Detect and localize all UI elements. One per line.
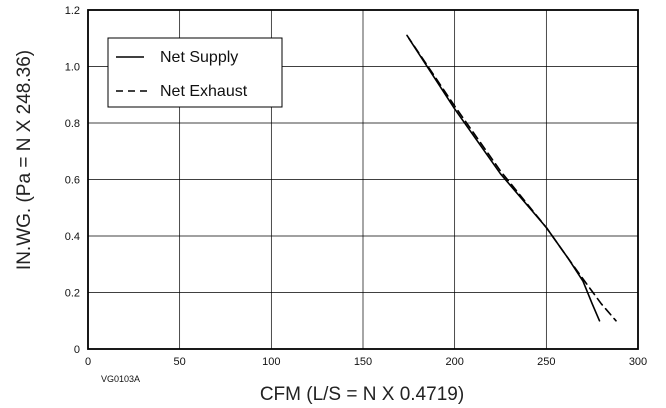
- x-tick-label: 200: [445, 356, 463, 368]
- plot-frame: [87, 9, 639, 350]
- x-tick-label: 50: [174, 356, 186, 368]
- x-tick-label: 250: [537, 356, 555, 368]
- x-tick-label: 300: [629, 356, 647, 368]
- y-tick-label: 0.4: [65, 231, 80, 243]
- y-tick-label: 0: [74, 344, 80, 356]
- legend-box: [107, 37, 283, 108]
- y-axis-title: IN.WG. (Pa = N X 248.36): [14, 50, 35, 270]
- x-axis-title: CFM (L/S = N X 0.4719): [260, 384, 464, 405]
- y-tick-label: 1.2: [65, 5, 80, 17]
- y-tick-label: 1.0: [65, 62, 80, 74]
- legend-label-net-supply: Net Supply: [160, 49, 238, 66]
- tick-labels: 0 50 100 150 200 250 300 0 0.2 0.4 0.6 0.8 1.0 1.2: [65, 5, 647, 368]
- x-tick-label: 100: [262, 356, 280, 368]
- legend-label-net-exhaust: Net Exhaust: [160, 83, 248, 100]
- y-tick-label: 0.6: [65, 175, 80, 187]
- x-tick-label: 150: [354, 356, 372, 368]
- series-line-net-exhaust: [406, 34, 617, 322]
- figure-code: VG0103A: [101, 374, 140, 384]
- series-line-net-supply: [408, 37, 601, 322]
- y-tick-label: 0.2: [65, 288, 80, 300]
- legend: Net Supply Net Exhaust: [107, 37, 283, 108]
- y-tick-label: 0.8: [65, 118, 80, 130]
- x-tick-label: 0: [85, 356, 91, 368]
- series-layer: [406, 34, 617, 322]
